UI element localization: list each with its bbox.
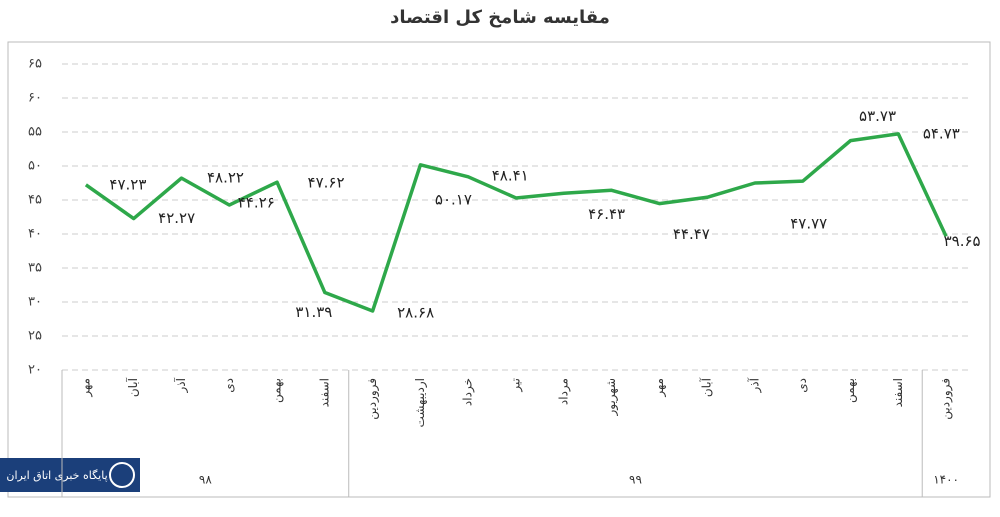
data-line bbox=[84, 132, 948, 313]
x-tick-label: فروردین bbox=[939, 378, 954, 420]
y-tick-label: ۶۵ bbox=[28, 57, 42, 72]
plot-frame bbox=[7, 41, 991, 498]
x-tick-label: آذر bbox=[746, 377, 762, 393]
watermark: پایگاه خبری اتاق ایران bbox=[6, 469, 107, 482]
y-tick-label: ۳۰ bbox=[28, 295, 42, 310]
y-tick-label: ۵۰ bbox=[28, 159, 42, 174]
x-tick-label: بهمن bbox=[270, 378, 285, 403]
y-tick-label: ۴۰ bbox=[28, 227, 42, 242]
chart-title: مقایسه شامخ کل اقتصاد bbox=[390, 7, 610, 28]
y-tick-label: ۲۵ bbox=[28, 329, 42, 344]
x-tick-label: تیر bbox=[509, 378, 524, 393]
group-label: ۹۹ bbox=[629, 473, 642, 487]
y-tick-label: ۲۰ bbox=[28, 363, 42, 378]
data-label: ۴۸.۴۱ bbox=[492, 166, 529, 184]
x-tick-label: دی bbox=[795, 378, 809, 393]
group-label: ۹۸ bbox=[199, 473, 212, 487]
x-tick-label: آبان bbox=[125, 377, 140, 397]
x-tick-label: مرداد bbox=[556, 378, 571, 405]
data-label: ۳۱.۳۹ bbox=[295, 303, 332, 321]
x-tick-label: فروردین bbox=[365, 378, 380, 420]
x-tick-label: مهر bbox=[78, 378, 93, 398]
x-tick-label: خرداد bbox=[461, 378, 476, 406]
data-label: ۴۸.۲۲ bbox=[207, 169, 244, 187]
y-tick-label: ۵۵ bbox=[28, 125, 42, 140]
data-label: ۴۷.۶۲ bbox=[308, 174, 345, 192]
x-tick-label: آذر bbox=[173, 377, 189, 393]
x-tick-label: اسفند bbox=[317, 378, 331, 407]
group-label: ۱۴۰۰ bbox=[933, 473, 959, 487]
data-label: ۲۸.۶۸ bbox=[397, 303, 434, 321]
data-label: ۵۳.۷۳ bbox=[859, 107, 896, 125]
x-tick-label: شهریور bbox=[604, 378, 619, 417]
x-tick-label: آبان bbox=[699, 377, 714, 397]
data-label: ۴۶.۴۳ bbox=[588, 205, 625, 223]
data-label: ۴۲.۲۷ bbox=[158, 209, 195, 227]
data-label: ۴۴.۴۷ bbox=[673, 225, 710, 243]
data-label: ۳۹.۶۵ bbox=[944, 232, 981, 250]
data-label: ۴۷.۲۳ bbox=[109, 175, 146, 193]
x-tick-label: دی bbox=[222, 378, 236, 393]
y-tick-label: ۳۵ bbox=[28, 261, 42, 276]
data-label: ۵۰.۱۷ bbox=[435, 190, 472, 208]
y-tick-label: ۶۰ bbox=[28, 91, 42, 106]
watermark-logo bbox=[109, 462, 135, 488]
data-label: ۴۷.۷۷ bbox=[790, 215, 827, 233]
x-tick-label: اردیبهشت bbox=[413, 378, 428, 427]
x-tick-label: مهر bbox=[652, 378, 667, 398]
data-label: ۴۴.۲۶ bbox=[238, 194, 275, 212]
y-tick-label: ۴۵ bbox=[28, 193, 42, 208]
x-tick-label: بهمن bbox=[843, 378, 858, 403]
x-tick-label: اسفند bbox=[891, 378, 905, 407]
data-label: ۵۴.۷۳ bbox=[923, 124, 960, 142]
